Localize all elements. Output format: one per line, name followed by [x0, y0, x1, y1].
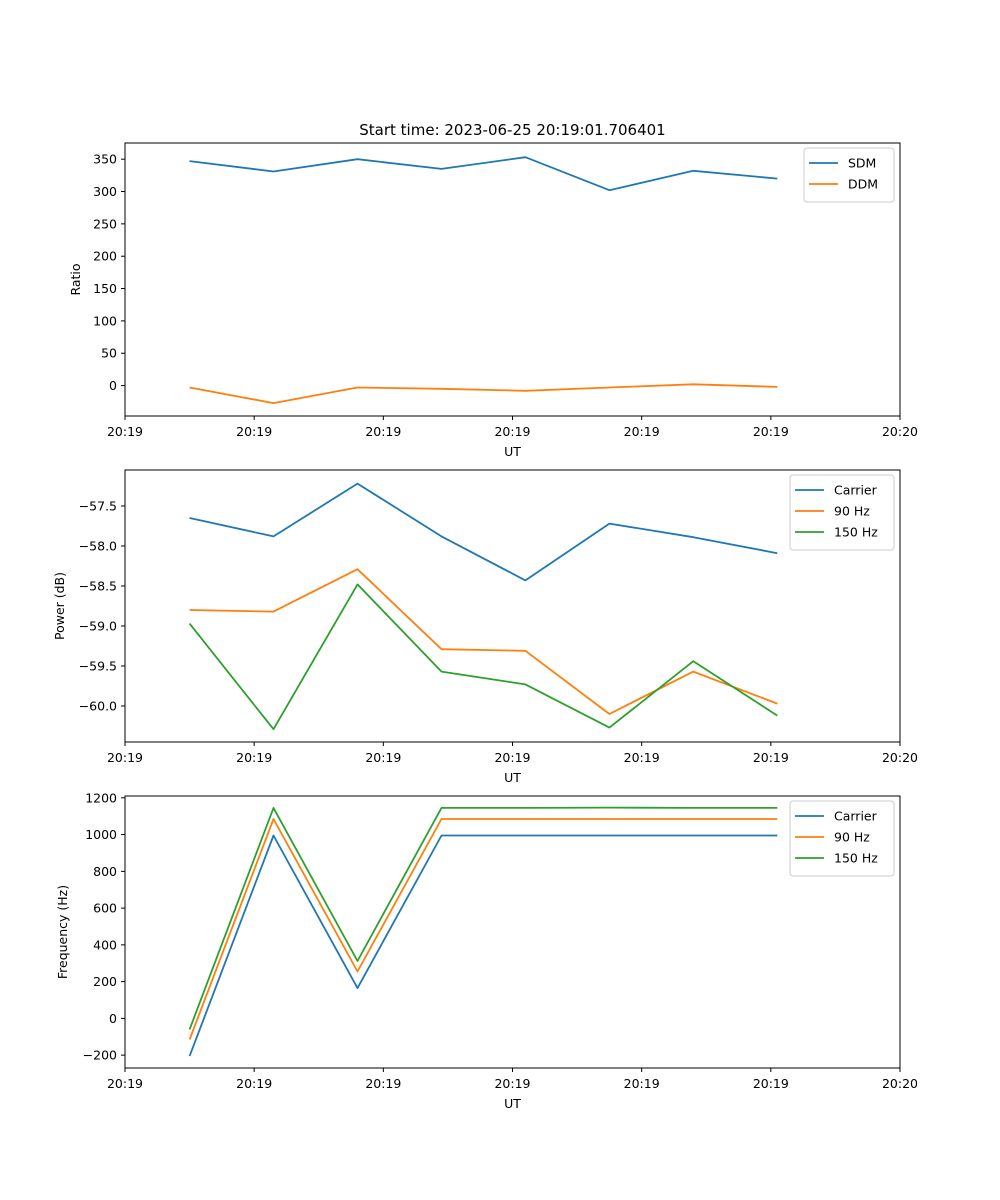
x-tick-label: 20:20 [882, 424, 918, 439]
x-axis-label: UT [504, 444, 521, 459]
x-tick-label: 20:19 [236, 750, 272, 765]
series-line-ddm [189, 383, 778, 405]
x-tick-label: 20:19 [365, 424, 401, 439]
legend-label: DDM [848, 177, 878, 192]
axes-frame [124, 795, 901, 1069]
y-tick-label: 800 [93, 864, 117, 879]
y-tick-label: −57.5 [79, 499, 117, 514]
y-tick-label: −58.0 [79, 539, 117, 554]
x-tick-label: 20:19 [107, 424, 143, 439]
x-tick-label: 20:19 [365, 750, 401, 765]
x-tick-label: 20:19 [494, 750, 530, 765]
x-tick-label: 20:19 [365, 1076, 401, 1091]
x-axis-label: UT [504, 770, 521, 785]
series-line-150-hz [188, 806, 778, 1030]
legend-label: 90 Hz [834, 504, 870, 519]
chart-panel-3: 20:19 20:19 20:19 20:19 20:19 20:19 20:20 −200 0… [55, 790, 918, 1111]
legend-label: 90 Hz [834, 830, 870, 845]
y-tick-label: 1200 [85, 790, 117, 805]
series-line-sdm [189, 156, 778, 192]
x-tick-label: 20:19 [494, 1076, 530, 1091]
legend-label: SDM [848, 156, 876, 171]
chart-title: Start time: 2023-06-25 20:19:01.706401 [359, 121, 665, 139]
chart-panel-2: 20:19 20:19 20:19 20:19 20:19 20:19 20:20 −60.0… [52, 469, 918, 785]
y-tick-label: 0 [109, 1011, 117, 1026]
y-tick-label: −59.0 [79, 619, 117, 634]
x-tick-label: 20:19 [624, 1076, 660, 1091]
x-tick-label: 20:19 [494, 424, 530, 439]
y-tick-label: 600 [93, 901, 117, 916]
y-axis-label: Power (dB) [52, 572, 67, 640]
y-tick-label: −200 [83, 1048, 117, 1063]
y-axis-label: Frequency (Hz) [55, 885, 70, 979]
x-tick-label: 20:19 [107, 1076, 143, 1091]
y-tick-label: 350 [93, 152, 117, 167]
x-tick-label: 20:19 [753, 424, 789, 439]
y-tick-label: 150 [93, 281, 117, 296]
y-tick-label: 1000 [85, 827, 117, 842]
x-tick-label: 20:19 [107, 750, 143, 765]
chart-panel-1: 20:19 20:19 20:19 20:19 20:19 20:19 20:20 0 50 10… [68, 121, 918, 459]
series-line-carrier [189, 482, 778, 582]
y-tick-label: 250 [93, 216, 117, 231]
y-tick-label: 300 [93, 184, 117, 199]
x-tick-label: 20:19 [236, 424, 272, 439]
legend-label: 150 Hz [834, 525, 878, 540]
y-tick-label: −58.5 [79, 579, 117, 594]
legend-box [803, 147, 895, 203]
series-line-150-hz [188, 583, 778, 731]
x-axis-label: UT [504, 1096, 521, 1111]
series-line-90-hz [188, 818, 778, 1040]
x-tick-label: 20:19 [624, 424, 660, 439]
x-tick-label: 20:20 [882, 1076, 918, 1091]
legend-label: Carrier [834, 809, 878, 824]
y-axis-label: Ratio [68, 263, 83, 295]
x-tick-label: 20:19 [753, 1076, 789, 1091]
y-tick-label: 0 [109, 378, 117, 393]
x-tick-label: 20:19 [236, 1076, 272, 1091]
y-tick-label: −60.0 [79, 699, 117, 714]
x-tick-label: 20:19 [624, 750, 660, 765]
legend-label: 150 Hz [834, 851, 878, 866]
axes-frame [124, 142, 901, 417]
legend: Carrier 90 Hz 150 Hz [789, 800, 895, 877]
series-line-carrier [188, 834, 778, 1057]
x-tick-label: 20:20 [882, 750, 918, 765]
legend: Carrier 90 Hz 150 Hz [789, 474, 895, 551]
legend: SDM DDM [803, 147, 895, 203]
y-tick-label: 200 [93, 974, 117, 989]
series-line-90-hz [189, 568, 778, 715]
y-tick-label: 100 [93, 313, 117, 328]
legend-label: Carrier [834, 483, 878, 498]
y-tick-label: 200 [93, 249, 117, 264]
y-tick-label: 50 [101, 346, 117, 361]
y-tick-label: 400 [93, 937, 117, 952]
y-tick-label: −59.5 [79, 659, 117, 674]
x-tick-label: 20:19 [753, 750, 789, 765]
axes-frame [124, 469, 901, 743]
